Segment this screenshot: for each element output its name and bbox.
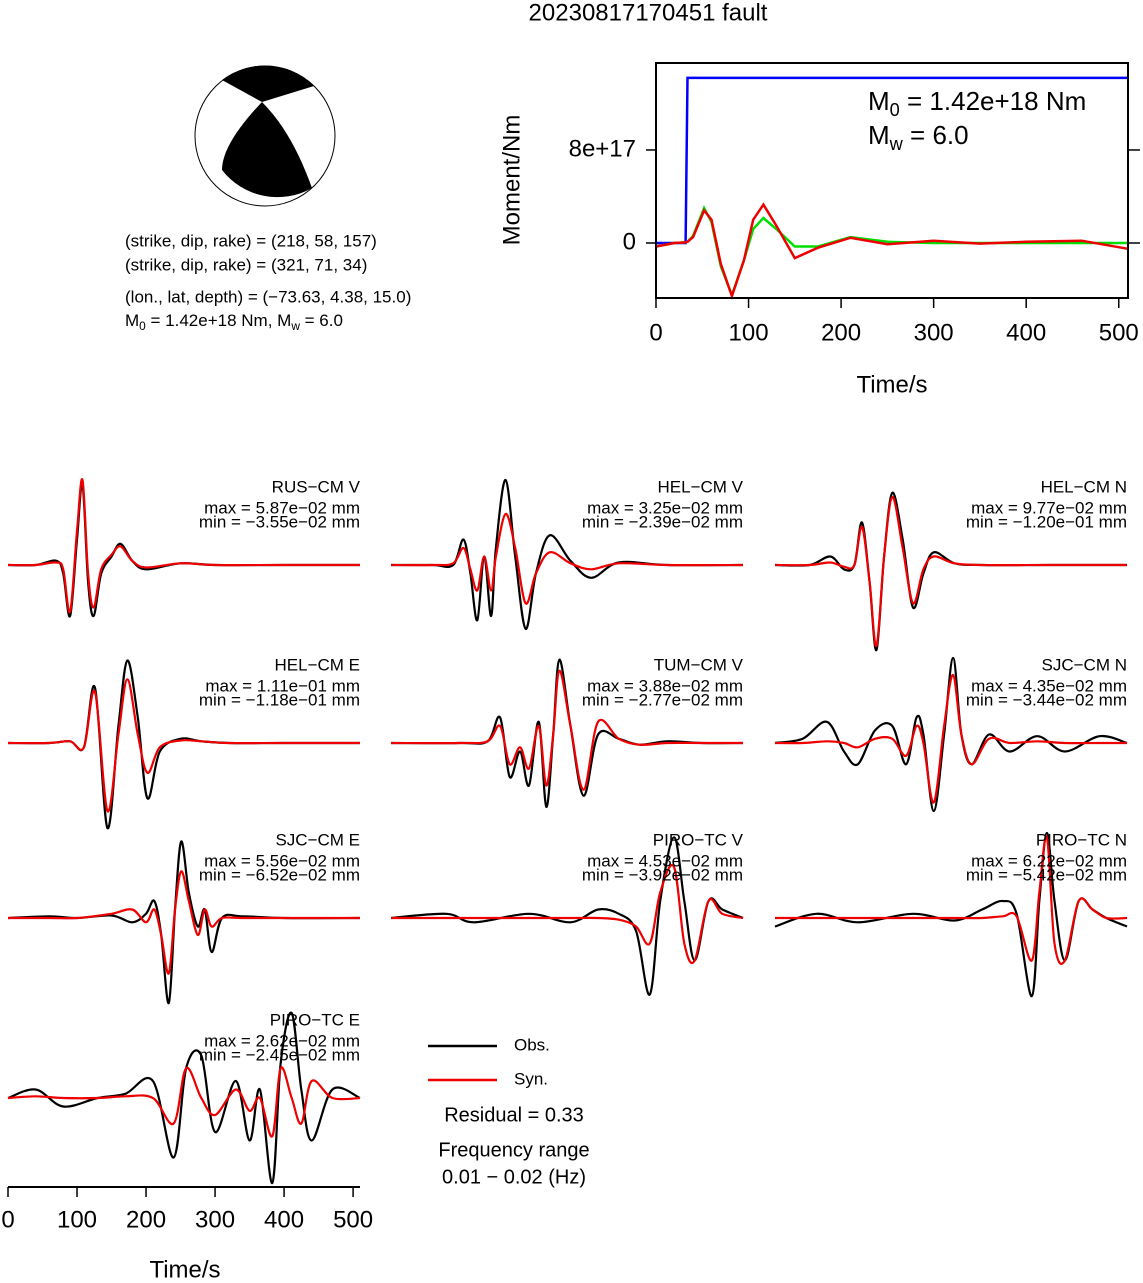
- mechanism-text: (strike, dip, rake) = (218, 58, 157): [125, 231, 377, 250]
- y-tick-label: 8e+17: [569, 135, 636, 162]
- subscript: w: [889, 134, 904, 154]
- x-tick-label: 0: [1, 1206, 14, 1233]
- waveform: [390, 669, 743, 791]
- waveform: [8, 870, 360, 975]
- max-label: max = 5.87e−02 mm: [204, 498, 360, 517]
- waveform: [775, 835, 1128, 965]
- max-label: max = 6.22e−02 mm: [971, 851, 1127, 870]
- moment-curve: [655, 202, 1129, 300]
- waveform: [390, 512, 744, 605]
- frequency-range: 0.01 − 0.02 (Hz): [442, 1166, 586, 1188]
- station-label: HEL−CM E: [275, 655, 361, 674]
- moment-curve: [656, 76, 1128, 245]
- x-axis-label: Time/s: [149, 1256, 220, 1283]
- max-label: max = 3.25e−02 mm: [587, 498, 743, 517]
- y-axis-label: Moment/Nm: [498, 115, 525, 246]
- text-part: M: [868, 120, 890, 150]
- y-tick-label: 0: [623, 228, 636, 255]
- waveform: [774, 673, 1127, 804]
- waveform: [7, 1066, 361, 1138]
- waveform: [7, 678, 360, 813]
- text-part: M: [125, 311, 139, 330]
- text-part: = 6.0: [300, 311, 343, 330]
- beachball-compression: [222, 65, 314, 102]
- max-label: max = 1.11e−01 mm: [205, 676, 360, 695]
- moment-annotation: M0 = 1.42e+18 Nm: [868, 86, 1086, 120]
- beachball-compression: [222, 102, 312, 198]
- x-tick-label: 500: [333, 1206, 373, 1233]
- min-label: min = −6.52e−02 mm: [199, 865, 360, 884]
- x-tick-label: 300: [914, 319, 954, 346]
- figure-title: 20230817170451 fault: [529, 0, 768, 26]
- station-label: PIRO−TC V: [653, 830, 744, 849]
- station-label: TUM−CM V: [654, 655, 744, 674]
- text-part: M: [868, 86, 890, 116]
- min-label: min = −5.42e−02 mm: [966, 865, 1127, 884]
- x-tick-label: 500: [1099, 319, 1139, 346]
- waveform: [774, 495, 1127, 647]
- x-tick-label: 400: [1006, 319, 1046, 346]
- station-label: HEL−CM V: [658, 477, 744, 496]
- min-label: min = −2.45e−02 mm: [199, 1045, 360, 1064]
- x-tick-label: 0: [649, 319, 662, 346]
- station-label: SJC−CM E: [275, 830, 360, 849]
- x-tick-label: 300: [195, 1206, 235, 1233]
- waveform: [390, 478, 744, 630]
- subscript: 0: [890, 100, 900, 120]
- waveform: [7, 478, 360, 614]
- max-label: max = 3.88e−02 mm: [587, 676, 743, 695]
- station-label: PIRO−TC E: [270, 1010, 360, 1029]
- station-label: RUS−CM V: [272, 477, 361, 496]
- min-label: min = −1.18e−01 mm: [199, 690, 360, 709]
- x-tick-label: 100: [729, 319, 769, 346]
- station-label: HEL−CM N: [1041, 477, 1127, 496]
- subscript: 0: [139, 319, 146, 333]
- beachball: [194, 65, 336, 207]
- min-label: min = −3.92e−02 mm: [582, 865, 743, 884]
- text-part: = 6.0: [903, 120, 969, 150]
- moment-annotation: Mw = 6.0: [868, 120, 969, 154]
- min-label: min = −2.77e−02 mm: [582, 690, 743, 709]
- x-tick-label: 200: [821, 319, 861, 346]
- legend-label: Syn.: [514, 1069, 548, 1088]
- max-label: max = 5.56e−02 mm: [204, 851, 360, 870]
- subscript: w: [290, 319, 300, 333]
- plot-frame: [655, 62, 1129, 299]
- x-tick-label: 200: [126, 1206, 166, 1233]
- residual: Residual = 0.33: [444, 1104, 584, 1126]
- waveform: [391, 864, 744, 965]
- mechanism-text: (strike, dip, rake) = (321, 71, 34): [125, 255, 367, 274]
- max-label: max = 2.62e−02 mm: [204, 1031, 360, 1050]
- max-label: max = 4.53e−02 mm: [587, 851, 743, 870]
- min-label: min = −3.44e−02 mm: [966, 690, 1127, 709]
- station-label: SJC−CM N: [1042, 655, 1127, 674]
- text-part: = 1.42e+18 Nm, M: [146, 311, 292, 330]
- min-label: min = −1.20e−01 mm: [966, 512, 1127, 531]
- min-label: min = −3.55e−02 mm: [199, 512, 360, 531]
- max-label: max = 4.35e−02 mm: [971, 676, 1127, 695]
- station-label: PIRO−TC N: [1036, 830, 1127, 849]
- x-tick-label: 400: [264, 1206, 304, 1233]
- min-label: min = −2.39e−02 mm: [582, 512, 743, 531]
- legend-label: Obs.: [514, 1035, 550, 1054]
- mechanism-moment: M0 = 1.42e+18 Nm, Mw = 6.0: [125, 311, 343, 333]
- mechanism-text: (lon., lat, depth) = (−73.63, 4.38, 15.0…: [125, 287, 411, 306]
- x-tick-label: 100: [57, 1206, 97, 1233]
- text-part: = 1.42e+18 Nm: [900, 86, 1086, 116]
- x-axis-label: Time/s: [856, 371, 927, 398]
- frequency-range: Frequency range: [438, 1139, 589, 1161]
- max-label: max = 9.77e−02 mm: [971, 498, 1127, 517]
